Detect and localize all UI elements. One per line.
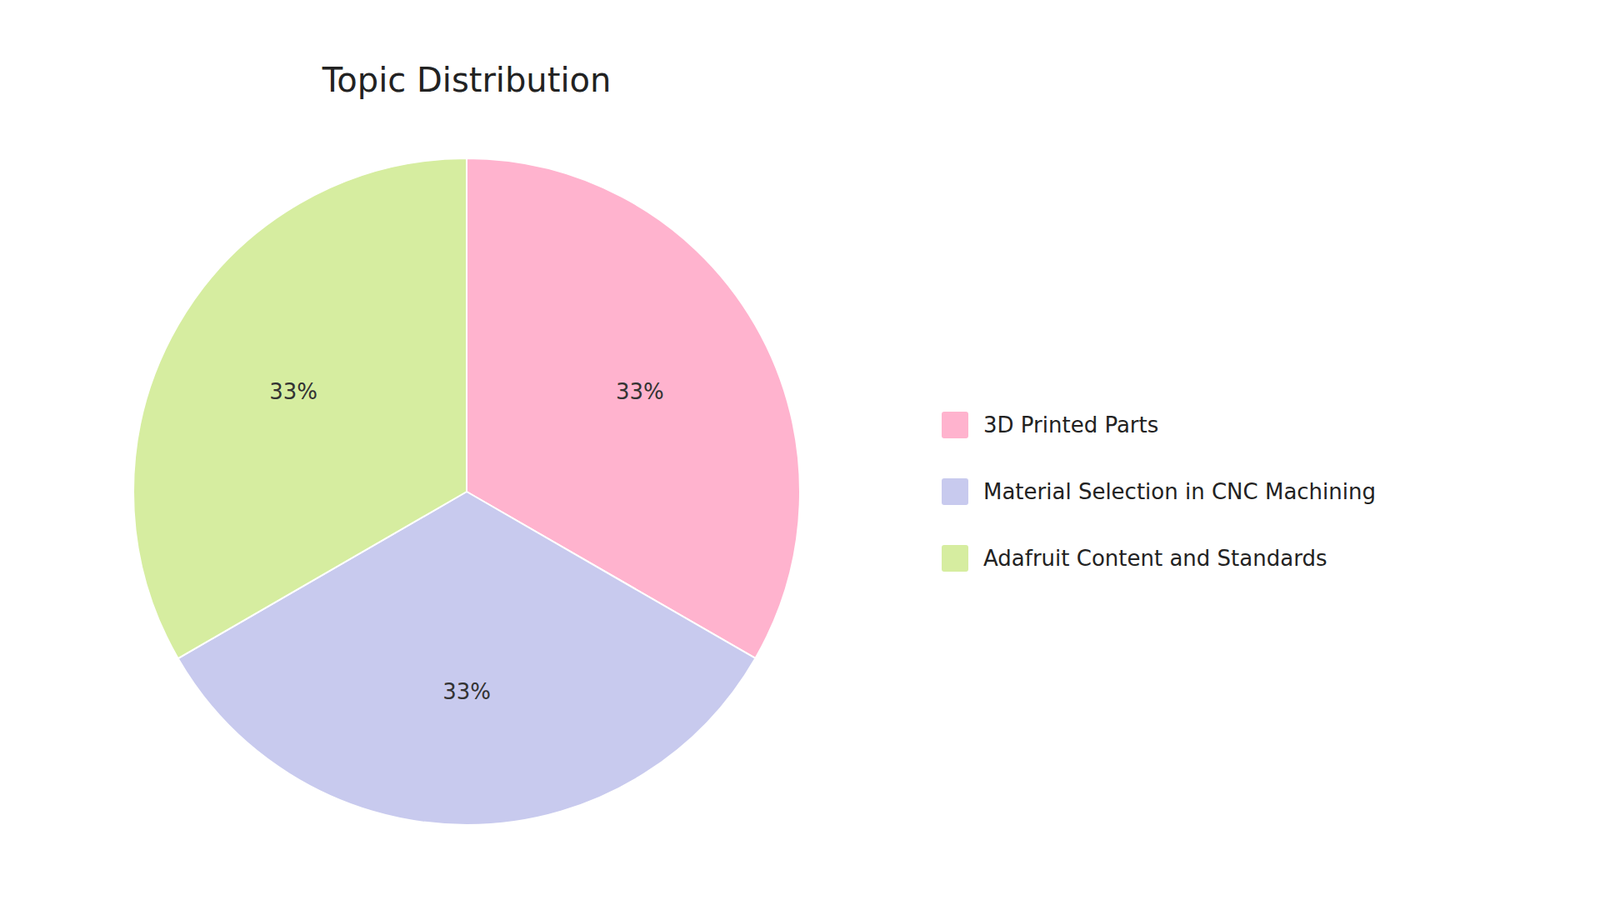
pie-slices: [133, 158, 800, 825]
data-label: 33%: [615, 379, 665, 405]
legend-swatch: [941, 545, 969, 572]
pie-labels: 33% 33% 33%: [269, 379, 665, 705]
data-label: 33%: [442, 679, 491, 705]
pie-slice: [133, 158, 467, 659]
chart-svg: Topic Distribution 33% 33% 33% 3D Printed Pa…: [0, 0, 1600, 900]
legend: 3D Printed Parts Material Selection in CN…: [941, 411, 1376, 572]
chart-container: Topic Distribution 33% 33% 33% 3D Printed Pa…: [0, 0, 1600, 900]
data-label: 33%: [269, 379, 318, 405]
legend-label: Material Selection in CNC Machining: [983, 479, 1376, 505]
chart-title: Topic Distribution: [321, 60, 612, 100]
legend-label: 3D Printed Parts: [983, 412, 1159, 438]
legend-swatch: [941, 411, 969, 439]
legend-swatch: [941, 478, 969, 505]
legend-label: Adafruit Content and Standards: [983, 545, 1327, 571]
